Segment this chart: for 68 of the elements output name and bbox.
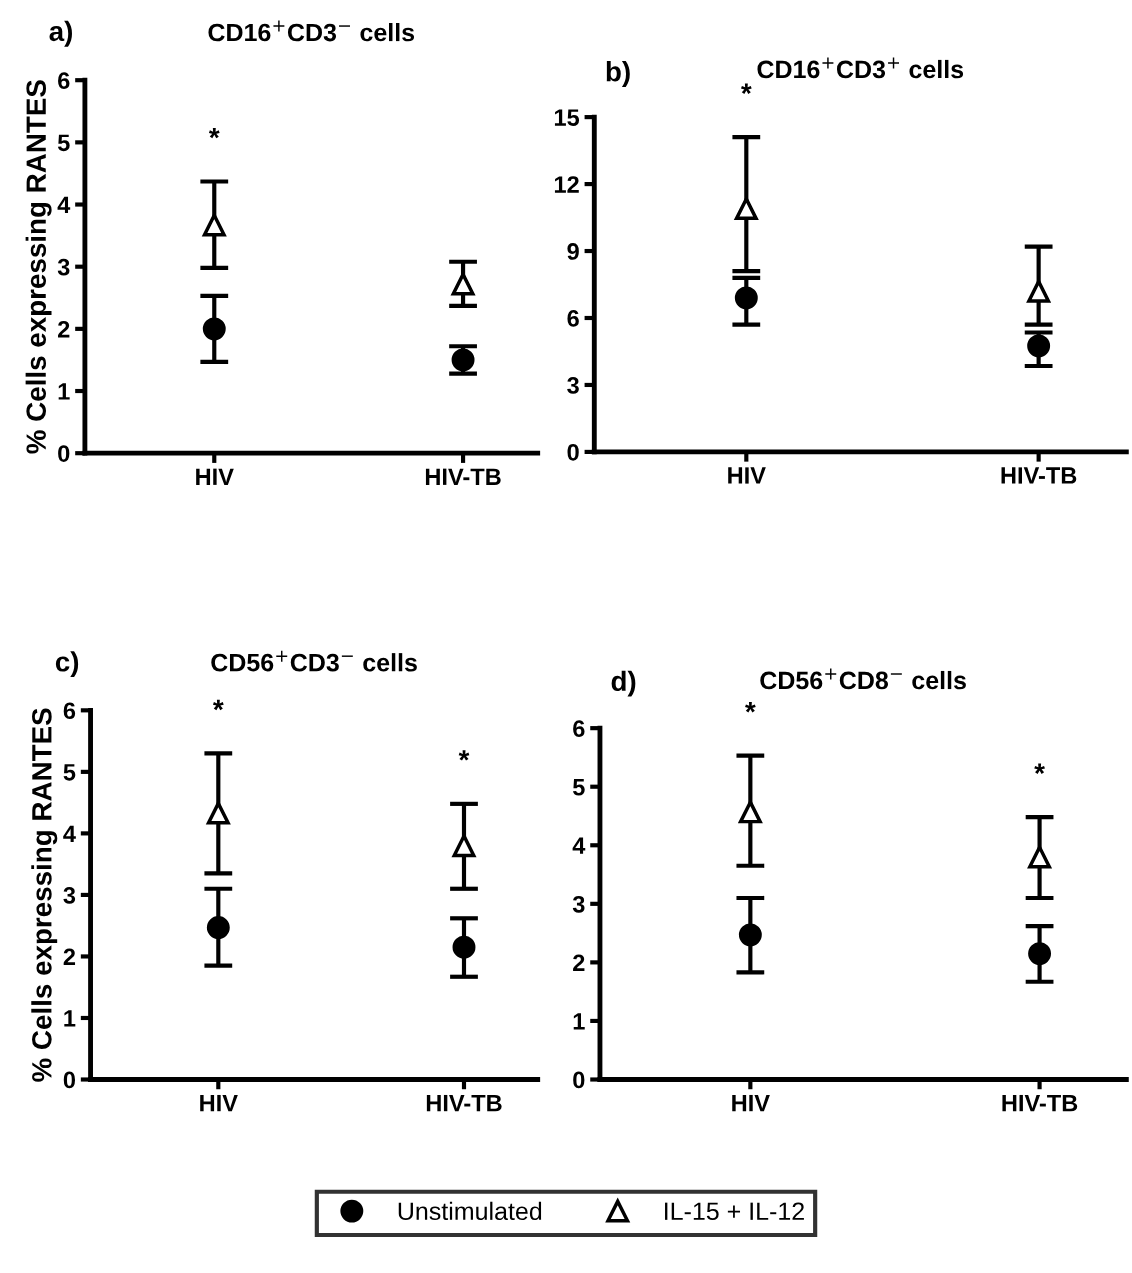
y-tick-label: 15	[554, 109, 580, 126]
y-tick-label: 6	[573, 720, 585, 737]
chart-title: CD56$^{+}$CD3$^{−}$ cells	[211, 650, 417, 672]
y-tick-label: 5	[57, 134, 70, 152]
y-tick-label: 1	[573, 1013, 585, 1030]
y-tick-label: 4	[57, 196, 71, 214]
y-tick-label: 4	[572, 837, 586, 854]
text: b)	[606, 61, 630, 87]
chart-title: CD16$^{+}$CD3$^{−}$ cells	[208, 20, 415, 42]
y-tick-label: 0	[567, 443, 579, 461]
x-tick-label: HIV	[196, 468, 234, 485]
y-tick-label: 4	[63, 825, 76, 842]
y-tick-label: 2	[58, 320, 70, 338]
point	[206, 801, 230, 825]
point	[206, 916, 230, 939]
x-tick-label: HIV-TB	[1002, 1094, 1078, 1112]
y-axis-title: % Cells expressing RANTES	[25, 80, 52, 454]
point	[451, 272, 475, 296]
text: c)	[55, 651, 79, 678]
chart-title: CD16$^{+}$CD3$^{+}$ cells	[757, 57, 964, 79]
point	[1028, 845, 1052, 869]
y-tick-label: 3	[567, 377, 579, 394]
point	[1028, 942, 1052, 966]
point	[1027, 279, 1051, 303]
x-tick-label: HIV	[728, 467, 766, 484]
y-tick-label: 6	[567, 310, 579, 327]
annotation: *	[1034, 763, 1045, 774]
x-tick-label: HIV-TB	[426, 1094, 502, 1112]
annotation: *	[745, 702, 756, 713]
x-tick-label: HIV-TB	[1001, 467, 1077, 484]
annotation: *	[212, 699, 224, 711]
y-tick-label: 3	[57, 258, 70, 276]
legend-label: Unstimulated	[398, 1201, 542, 1221]
y-tick-label: 1	[64, 1010, 76, 1027]
y-tick-label: 2	[573, 954, 585, 971]
y-tick-label: 0	[573, 1071, 585, 1089]
x-tick-label: HIV	[200, 1094, 238, 1112]
chart-title: CD56$^{+}$CD8$^{−}$ cells	[760, 668, 966, 690]
y-axis-title: % Cells expressing RANTES	[31, 708, 58, 1082]
y-tick-label: 5	[63, 764, 76, 781]
point	[452, 935, 476, 959]
text: d)	[611, 670, 636, 697]
legend-label: IL-15 + IL-12	[665, 1202, 804, 1221]
annotation: *	[740, 83, 752, 94]
point	[738, 800, 762, 824]
text: a)	[49, 20, 72, 47]
y-tick-label: 0	[58, 445, 70, 462]
point	[1027, 334, 1051, 358]
y-tick-label: 6	[58, 72, 70, 89]
y-tick-label: 3	[63, 886, 76, 904]
y-tick-label: 1	[58, 383, 70, 400]
y-tick-label: 3	[572, 895, 585, 913]
point	[734, 197, 758, 221]
y-tick-label: 5	[572, 779, 585, 796]
y-tick-label: 0	[63, 1071, 76, 1089]
y-tick-label: 6	[63, 702, 76, 720]
x-tick-label: HIV	[732, 1094, 770, 1112]
point	[202, 213, 226, 237]
x-tick-label: HIV-TB	[425, 468, 501, 485]
annotation: *	[208, 127, 220, 139]
point	[734, 286, 758, 310]
point	[738, 923, 762, 947]
annotation: *	[458, 750, 470, 761]
y-tick-label: 9	[567, 243, 579, 260]
point	[202, 317, 226, 341]
y-tick-label: 12	[554, 176, 579, 193]
y-tick-label: 2	[63, 948, 76, 965]
point	[452, 834, 476, 858]
